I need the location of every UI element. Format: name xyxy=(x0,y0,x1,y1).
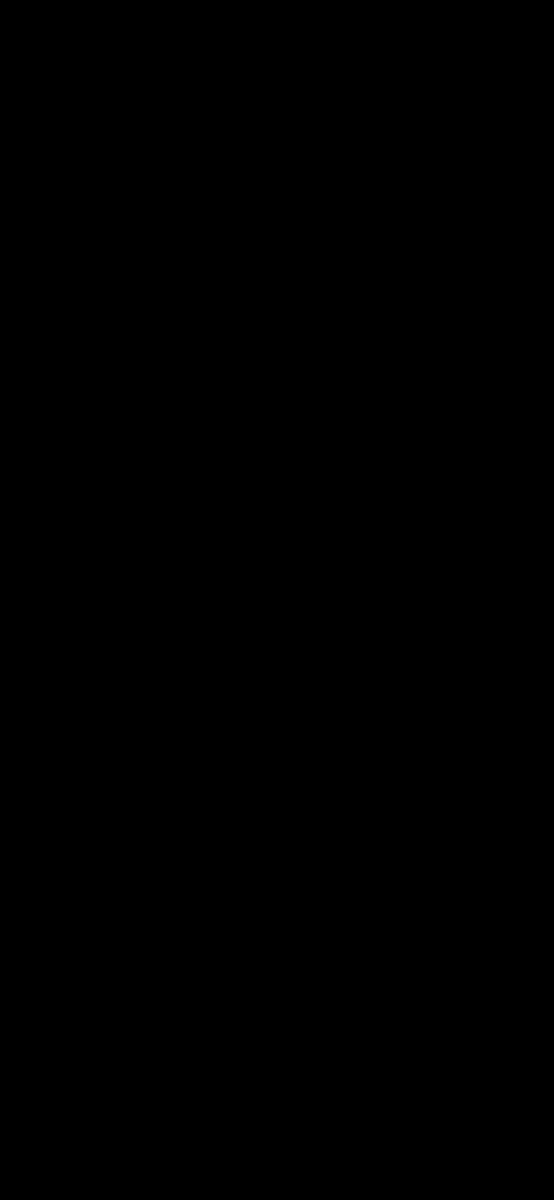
Text: CO: CO xyxy=(298,520,315,530)
Text: C: C xyxy=(269,492,277,502)
Text: Fe: Fe xyxy=(278,538,294,551)
Text: Cp: Cp xyxy=(311,539,326,550)
Text: Me: Me xyxy=(422,473,438,482)
Text: b): b) xyxy=(18,686,32,698)
Text: PPh$_2$: PPh$_2$ xyxy=(273,565,299,578)
Text: Fe: Fe xyxy=(244,605,260,618)
Text: Explain the meaning of the term sandwich compound using 17 as a suitable example: Explain the meaning of the term sandwich… xyxy=(36,751,554,764)
Text: Ph$_2$P: Ph$_2$P xyxy=(219,538,247,552)
Text: Fe: Fe xyxy=(265,520,281,533)
Text: CO: CO xyxy=(140,540,156,550)
Text: Cp: Cp xyxy=(230,511,245,521)
Text: ligand is a 1e donor and the Cp ligand is h5 bound.: ligand is a 1e donor and the Cp ligand i… xyxy=(36,716,378,728)
Text: 16: 16 xyxy=(91,604,109,618)
Text: Mo: Mo xyxy=(420,593,440,606)
Text: Cl: Cl xyxy=(96,578,107,589)
Text: (Cp)(CO)$_n$: (Cp)(CO)$_n$ xyxy=(402,602,458,617)
Text: a): a) xyxy=(18,438,31,451)
Text: Cl: Cl xyxy=(69,572,79,582)
Text: 17: 17 xyxy=(264,659,282,673)
Text: c): c) xyxy=(18,751,30,764)
Text: Ru: Ru xyxy=(90,540,110,552)
Text: Give electron counts for the following organometallic compounds 16 and 17. Show: Give electron counts for the following o… xyxy=(36,438,554,451)
Text: Co(CO)$_n$: Co(CO)$_n$ xyxy=(470,539,516,553)
Text: P(OR)$_3$: P(OR)$_3$ xyxy=(130,572,168,586)
Text: C: C xyxy=(426,484,434,494)
Text: (OC)$_n$(Cp)Ni: (OC)$_n$(Cp)Ni xyxy=(310,539,376,553)
Text: (RO)$_3$P: (RO)$_3$P xyxy=(17,538,56,552)
Text: O: O xyxy=(269,476,278,486)
Text: H$_2$C$=$CH$_2$: H$_2$C$=$CH$_2$ xyxy=(47,502,105,516)
Text: clearly how you deduce your answer in each case.: clearly how you deduce your answer in ea… xyxy=(36,452,373,466)
Text: in 18. Assume each metal centre obeys the eighteen electron rule, the bridging C: in 18. Assume each metal centre obeys th… xyxy=(36,701,554,714)
Text: Calculate the number (n) of terminal CO ligands at the Co, Mo and Ni metal centr: Calculate the number (n) of terminal CO … xyxy=(36,686,554,698)
Text: 18: 18 xyxy=(421,612,439,626)
Text: Ni: Ni xyxy=(376,540,390,552)
